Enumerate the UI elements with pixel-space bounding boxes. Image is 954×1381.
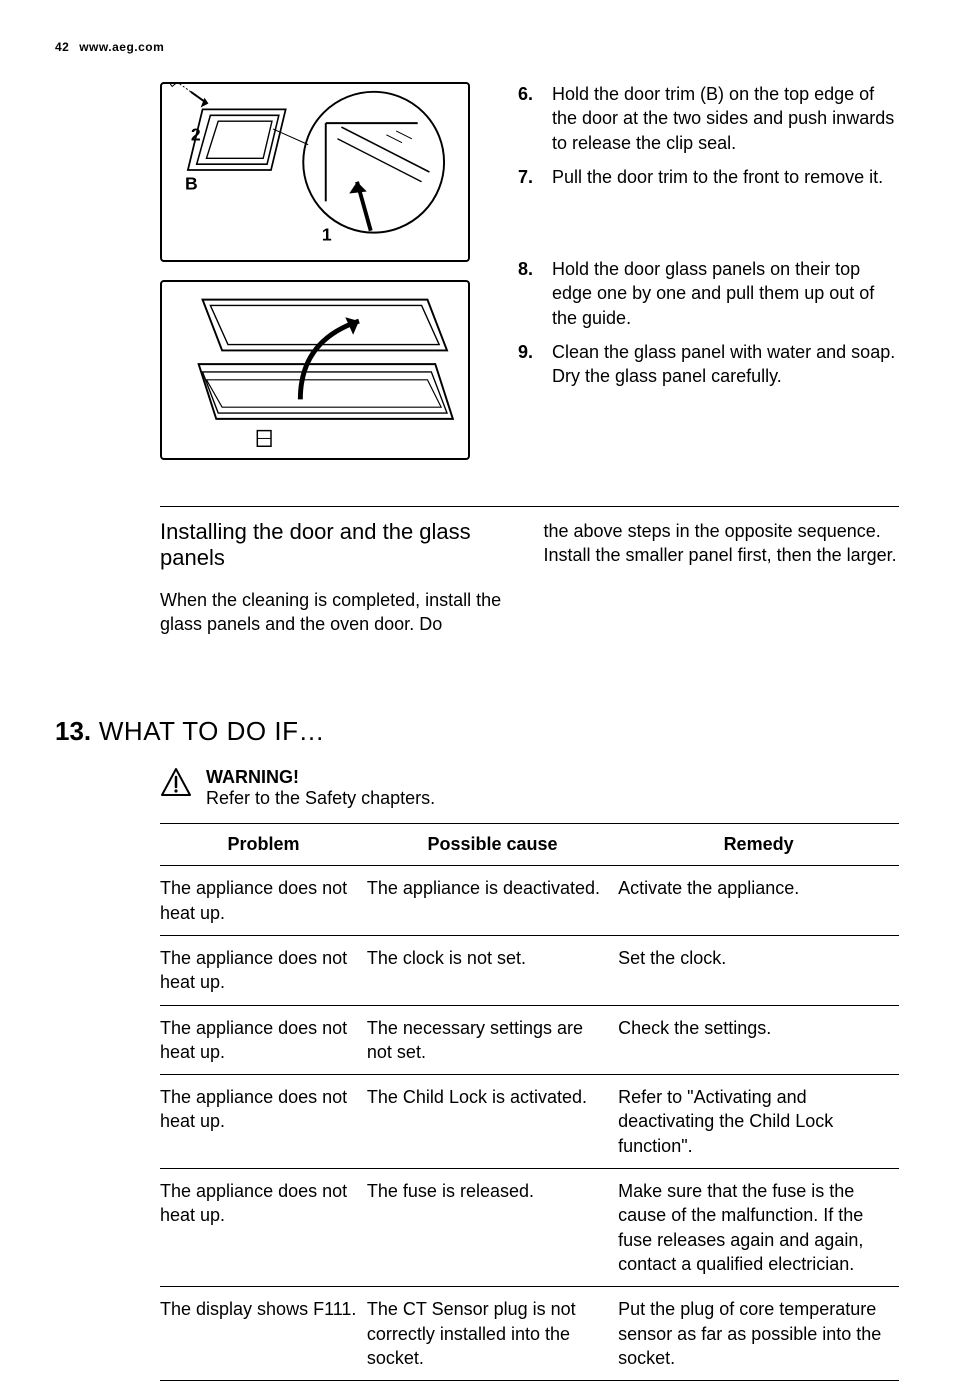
table-cell: The appliance does not heat up. xyxy=(160,1075,367,1169)
col-problem: Problem xyxy=(160,824,367,866)
glass-panel-illustration xyxy=(162,282,468,458)
step-8: 8. Hold the door glass panels on their t… xyxy=(518,257,899,330)
table-cell: Put the plug of core temperature sensor … xyxy=(618,1287,899,1381)
install-section: Installing the door and the glass panels… xyxy=(160,519,899,636)
steps-group-bottom: 8. Hold the door glass panels on their t… xyxy=(518,257,899,388)
install-left-text: When the cleaning is completed, install … xyxy=(160,588,516,637)
table-cell: The fuse is released. xyxy=(367,1169,618,1287)
table-cell: Make sure that the fuse is the cause of … xyxy=(618,1169,899,1287)
table-cell: The display shows F111. xyxy=(160,1287,367,1381)
install-title: Installing the door and the glass panels xyxy=(160,519,516,572)
chapter-heading: 13. WHAT TO DO IF… xyxy=(55,716,899,747)
diagram-glass-panel xyxy=(160,280,470,460)
step-text: Hold the door glass panels on their top … xyxy=(552,257,899,330)
col-remedy: Remedy xyxy=(618,824,899,866)
warning-label: WARNING! xyxy=(206,767,435,788)
chapter-number: 13. xyxy=(55,716,91,746)
steps-group-top: 6. Hold the door trim (B) on the top edg… xyxy=(518,82,899,189)
step-number: 9. xyxy=(518,340,552,389)
step-9: 9. Clean the glass panel with water and … xyxy=(518,340,899,389)
table-row: The display shows F111.The CT Sensor plu… xyxy=(160,1287,899,1381)
table-row: The appliance does not heat up.The clock… xyxy=(160,935,899,1005)
install-right-text: the above steps in the opposite sequence… xyxy=(544,519,900,568)
troubleshooting-table: Problem Possible cause Remedy The applia… xyxy=(160,823,899,1381)
step-number: 6. xyxy=(518,82,552,155)
diagram-label-1: 1 xyxy=(322,224,332,244)
table-cell: The CT Sensor plug is not correctly inst… xyxy=(367,1287,618,1381)
table-row: The appliance does not heat up.The fuse … xyxy=(160,1169,899,1287)
step-text: Hold the door trim (B) on the top edge o… xyxy=(552,82,899,155)
diagram-column: 2 B 1 xyxy=(160,82,490,478)
header-url: www.aeg.com xyxy=(79,40,164,54)
table-cell: The appliance does not heat up. xyxy=(160,1169,367,1287)
door-trim-illustration: 2 B 1 xyxy=(162,84,468,260)
step-text: Clean the glass panel with water and soa… xyxy=(552,340,899,389)
step-6: 6. Hold the door trim (B) on the top edg… xyxy=(518,82,899,155)
table-cell: Activate the appliance. xyxy=(618,866,899,936)
page-number: 42 xyxy=(55,40,69,54)
page-header: 42 www.aeg.com xyxy=(55,40,899,54)
table-cell: The Child Lock is activated. xyxy=(367,1075,618,1169)
diagram-door-trim: 2 B 1 xyxy=(160,82,470,262)
table-cell: Check the settings. xyxy=(618,1005,899,1075)
table-cell: Set the clock. xyxy=(618,935,899,1005)
top-section: 2 B 1 xyxy=(55,82,899,478)
table-row: The appliance does not heat up.The Child… xyxy=(160,1075,899,1169)
table-cell: The appliance does not heat up. xyxy=(160,1005,367,1075)
step-text: Pull the door trim to the front to remov… xyxy=(552,165,899,189)
warning-body: Refer to the Safety chapters. xyxy=(206,788,435,809)
table-cell: The necessary settings are not set. xyxy=(367,1005,618,1075)
install-right-column: the above steps in the opposite sequence… xyxy=(544,519,900,636)
table-row: The appliance does not heat up.The neces… xyxy=(160,1005,899,1075)
chapter-title-text: WHAT TO DO IF… xyxy=(91,716,325,746)
steps-column: 6. Hold the door trim (B) on the top edg… xyxy=(518,82,899,478)
table-cell: The appliance does not heat up. xyxy=(160,866,367,936)
warning-icon xyxy=(160,767,192,799)
diagram-label-b: B xyxy=(185,174,198,194)
table-cell: The appliance does not heat up. xyxy=(160,935,367,1005)
table-cell: The clock is not set. xyxy=(367,935,618,1005)
diagram-label-2: 2 xyxy=(191,125,201,145)
table-cell: Refer to "Activating and deactivating th… xyxy=(618,1075,899,1169)
table-cell: The appliance is deactivated. xyxy=(367,866,618,936)
table-header-row: Problem Possible cause Remedy xyxy=(160,824,899,866)
step-number: 8. xyxy=(518,257,552,330)
install-left-column: Installing the door and the glass panels… xyxy=(160,519,516,636)
warning-text-block: WARNING! Refer to the Safety chapters. xyxy=(206,767,435,809)
step-7: 7. Pull the door trim to the front to re… xyxy=(518,165,899,189)
section-divider xyxy=(160,506,899,507)
table-row: The appliance does not heat up.The appli… xyxy=(160,866,899,936)
step-number: 7. xyxy=(518,165,552,189)
warning-block: WARNING! Refer to the Safety chapters. xyxy=(160,767,899,809)
col-cause: Possible cause xyxy=(367,824,618,866)
